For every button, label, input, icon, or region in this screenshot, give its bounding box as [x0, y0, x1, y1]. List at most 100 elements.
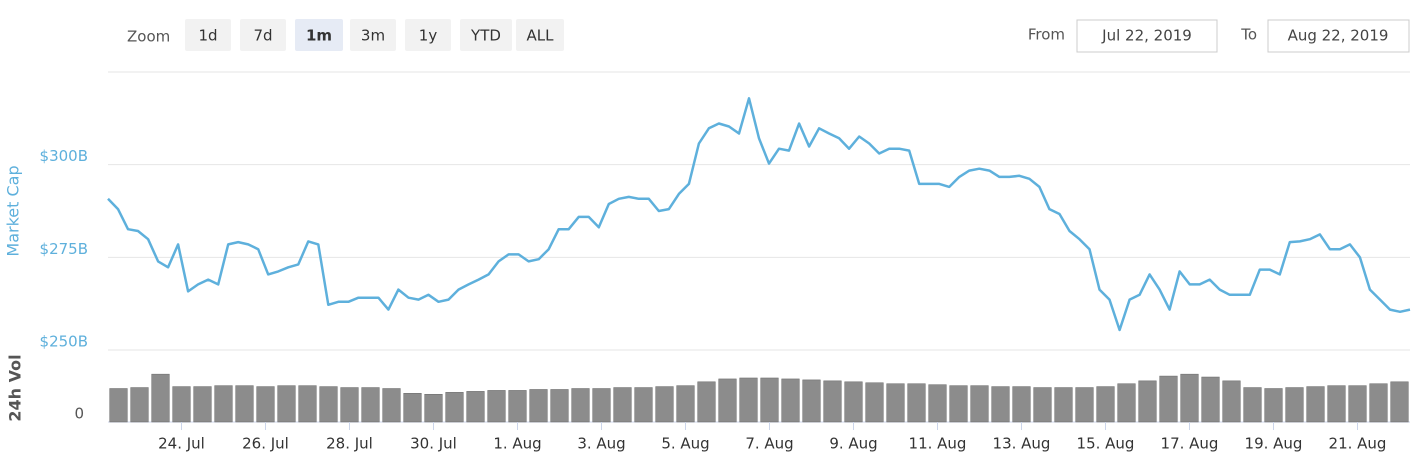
button-bg[interactable]: [295, 19, 343, 51]
button-bg[interactable]: [240, 19, 286, 51]
volume-bar: [1201, 376, 1220, 423]
from-label: From: [1028, 26, 1065, 44]
volume-bar: [1033, 387, 1052, 423]
volume-bar: [1180, 373, 1199, 423]
volume-bar: [592, 388, 611, 423]
volume-bar: [340, 387, 359, 423]
volume-bar: [1054, 387, 1073, 423]
button-label[interactable]: 7d: [253, 27, 272, 45]
volume-bar: [277, 385, 296, 423]
volume-bar: [634, 387, 653, 423]
zoom-label: Zoom: [127, 28, 170, 46]
button-bg[interactable]: [516, 19, 564, 51]
volume-bar: [991, 386, 1010, 423]
from-input[interactable]: [1076, 19, 1218, 53]
to-input[interactable]: [1267, 19, 1410, 53]
x-tick-label: 13. Aug: [993, 435, 1051, 453]
volume-bar: [550, 389, 569, 423]
y-tick-label: $250B: [40, 333, 88, 351]
volume-bar: [655, 386, 674, 423]
from-value[interactable]: Jul 22, 2019: [1101, 27, 1192, 45]
volume-bar: [1075, 387, 1094, 423]
x-tick-label: 17. Aug: [1161, 435, 1219, 453]
y-axis-title: Market Cap: [4, 165, 23, 256]
volume-bar: [1117, 383, 1136, 423]
button-label[interactable]: YTD: [470, 27, 501, 45]
volume-bar: [928, 384, 947, 423]
x-tick-label: 5. Aug: [661, 435, 709, 453]
volume-bar: [1327, 385, 1346, 423]
volume-bar: [697, 381, 716, 423]
y-tick-label: $300B: [40, 147, 88, 165]
volume-bar: [865, 382, 884, 423]
volume-bar: [739, 377, 758, 423]
volume-bar: [298, 385, 317, 423]
zoom-button[interactable]: ALL: [516, 19, 564, 51]
volume-bar: [403, 393, 422, 423]
volume-bar: [571, 388, 590, 423]
volume-bar: [802, 379, 821, 423]
y-tick-label: $275B: [40, 240, 88, 258]
x-tick-label: 1. Aug: [493, 435, 541, 453]
zoom-button[interactable]: 7d: [240, 19, 286, 51]
zoom-button[interactable]: 1d: [185, 19, 231, 51]
volume-bar: [109, 388, 128, 423]
button-label[interactable]: 1m: [306, 27, 332, 45]
volume-bar: [466, 391, 485, 423]
button-bg[interactable]: [350, 19, 396, 51]
volume-bar: [844, 381, 863, 423]
volume-bar: [970, 385, 989, 423]
volume-bar: [1306, 386, 1325, 423]
x-tick-label: 28. Jul: [326, 435, 373, 453]
volume-bar: [907, 383, 926, 423]
zoom-button[interactable]: 3m: [350, 19, 396, 51]
x-tick-label: 11. Aug: [909, 435, 967, 453]
volume-bar: [1159, 375, 1178, 423]
market-cap-line: [107, 97, 1411, 332]
zoom-button[interactable]: 1m: [295, 19, 343, 51]
button-bg[interactable]: [405, 19, 451, 51]
volume-bar: [151, 373, 170, 423]
button-label[interactable]: 1y: [419, 27, 438, 45]
volume-bar: [424, 393, 443, 423]
volume-bar: [1390, 381, 1409, 423]
x-tick-label: 26. Jul: [242, 435, 289, 453]
volume-bar: [760, 377, 779, 423]
x-tick-label: 15. Aug: [1077, 435, 1135, 453]
button-bg[interactable]: [460, 19, 512, 51]
volume-bar: [613, 387, 632, 423]
button-label[interactable]: ALL: [527, 27, 555, 45]
volume-bar: [172, 386, 191, 423]
volume-bar: [256, 386, 275, 423]
volume-bar: [1243, 387, 1262, 423]
x-tick-label: 7. Aug: [745, 435, 793, 453]
volume-bar: [1222, 380, 1241, 423]
volume-bar: [1285, 387, 1304, 423]
volume-bar: [1096, 386, 1115, 423]
volume-bar: [382, 388, 401, 423]
volume-bar: [1138, 380, 1157, 423]
volume-bar: [886, 383, 905, 423]
volume-bar: [676, 385, 695, 423]
volume-bar: [235, 385, 254, 423]
zoom-button[interactable]: YTD: [460, 19, 512, 51]
volume-bar: [508, 390, 527, 423]
volume-bar: [718, 378, 737, 423]
x-tick-label: 19. Aug: [1245, 435, 1303, 453]
x-tick-label: 3. Aug: [577, 435, 625, 453]
volume-bar: [1348, 385, 1367, 423]
volume-bar: [319, 386, 338, 423]
x-tick-label: 21. Aug: [1329, 435, 1387, 453]
zoom-button[interactable]: 1y: [405, 19, 451, 51]
y-tick-label: 0: [74, 405, 84, 423]
button-bg[interactable]: [185, 19, 231, 51]
button-label[interactable]: 1d: [198, 27, 217, 45]
y2-axis-title: 24h Vol: [6, 354, 25, 421]
to-value[interactable]: Aug 22, 2019: [1288, 27, 1389, 45]
volume-bar: [529, 389, 548, 423]
volume-bar: [781, 378, 800, 423]
volume-bar: [361, 387, 380, 423]
button-label[interactable]: 3m: [361, 27, 385, 45]
volume-bar: [1264, 388, 1283, 423]
